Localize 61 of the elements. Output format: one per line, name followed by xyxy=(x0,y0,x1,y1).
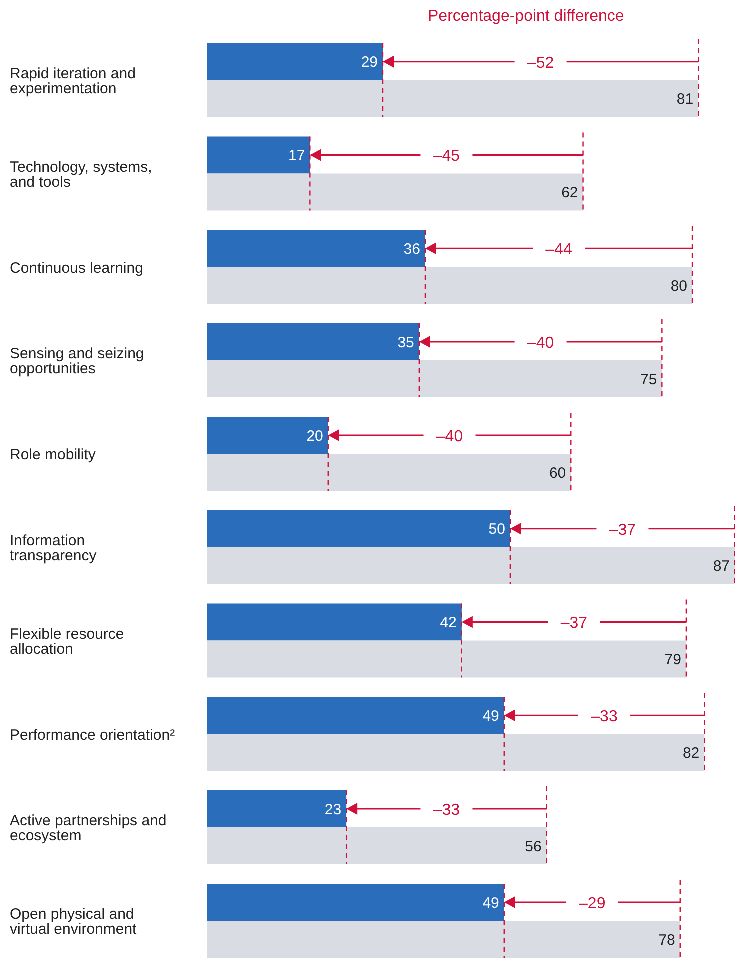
data-label: 17 xyxy=(288,148,306,165)
bar xyxy=(207,884,504,921)
bar xyxy=(207,920,680,958)
y-tick-label: Technology, systems, and tools xyxy=(10,158,152,191)
bar xyxy=(207,360,662,398)
bar xyxy=(207,136,310,174)
y-tick-label: Continuous learning xyxy=(10,260,144,277)
data-label: 62 xyxy=(562,184,578,202)
bar xyxy=(207,790,347,828)
bar xyxy=(207,43,383,80)
data-label: 75 xyxy=(640,371,658,388)
data-label: 78 xyxy=(658,932,676,949)
annotation: –52 xyxy=(527,54,554,72)
annotation: –37 xyxy=(560,615,588,632)
bar xyxy=(207,510,510,548)
data-label: 80 xyxy=(670,278,688,295)
data-label: 49 xyxy=(482,708,500,725)
data-label: 36 xyxy=(404,240,420,258)
annotation: –29 xyxy=(579,895,606,912)
bar xyxy=(207,416,328,454)
data-label: 79 xyxy=(664,652,682,669)
data-label: 49 xyxy=(482,894,500,912)
y-tick-label: Sensing and seizing opportunities xyxy=(10,346,144,378)
bar xyxy=(207,174,584,211)
y-tick-label: Performance orientation² xyxy=(10,726,176,744)
data-label: 35 xyxy=(398,334,414,352)
bar xyxy=(207,828,547,865)
data-label: 81 xyxy=(676,91,694,108)
annotation: –45 xyxy=(433,148,460,166)
data-label: 60 xyxy=(549,464,566,482)
bar xyxy=(207,547,735,584)
bar xyxy=(207,80,699,118)
text: Percentage-point difference xyxy=(428,8,624,26)
bar xyxy=(207,697,504,734)
bar xyxy=(207,604,462,641)
y-tick-label: Flexible resource allocation xyxy=(10,626,124,658)
bar xyxy=(207,640,686,678)
annotation: –40 xyxy=(527,335,554,352)
bar xyxy=(207,267,693,304)
y-tick-label: Role mobility xyxy=(10,446,96,464)
annotation: –33 xyxy=(433,802,460,820)
bar xyxy=(207,734,705,772)
data-label: 20 xyxy=(306,428,324,445)
data-label: 50 xyxy=(488,521,506,538)
annotation: –40 xyxy=(436,428,464,446)
bar xyxy=(207,324,420,361)
data-label: 29 xyxy=(361,54,378,72)
data-label: 42 xyxy=(440,614,457,632)
data-label: 56 xyxy=(525,838,542,856)
y-tick-label: Active partnerships and ecosystem xyxy=(10,812,167,845)
annotation: –33 xyxy=(591,708,618,726)
data-label: 87 xyxy=(713,558,730,576)
annotation: –37 xyxy=(609,522,636,539)
y-tick-label: Rapid iteration and experimentation xyxy=(10,66,136,98)
data-label: 82 xyxy=(682,744,700,762)
bar xyxy=(207,454,572,491)
bar xyxy=(207,230,426,268)
annotation: –44 xyxy=(546,242,572,259)
y-tick-label: Open physical and virtual environment xyxy=(10,906,138,938)
data-label: 23 xyxy=(324,801,342,818)
y-tick-label: Information transparency xyxy=(10,532,98,565)
